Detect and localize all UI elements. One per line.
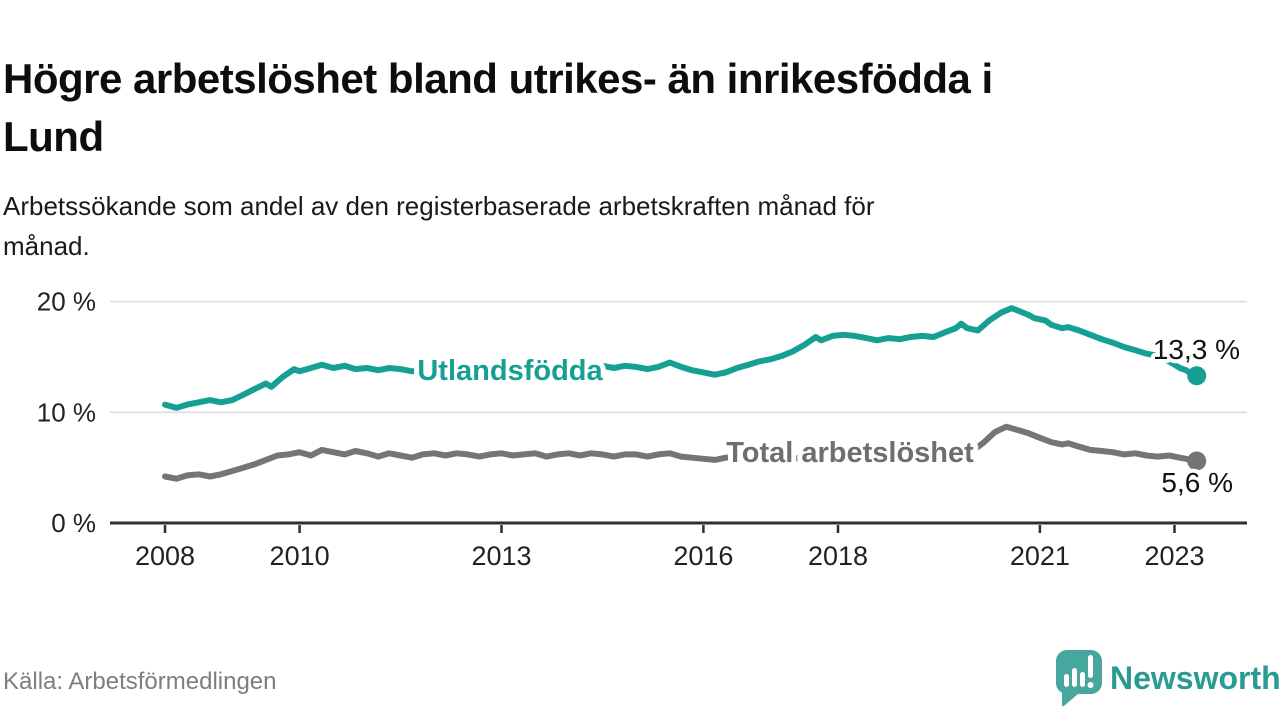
series-label-total: Total arbetslöshet: [726, 437, 974, 469]
newsworthy-logo: Newsworthy: [1048, 642, 1280, 708]
page-title: Högre arbetslöshet bland utrikes- än inr…: [3, 50, 1243, 166]
newsworthy-logo-text: Newsworthy: [1110, 660, 1280, 696]
series-line-total: [162, 423, 1200, 482]
series-label-utlandsfodda: Utlandsfödda: [417, 355, 603, 387]
end-value-label-total: 5,6 %: [1161, 467, 1233, 498]
y-tick-label: 10 %: [37, 397, 96, 427]
x-tick-label: 2010: [270, 541, 330, 571]
series-line-utlandsfodda: [162, 305, 1200, 411]
newsworthy-logo-icon: [1056, 650, 1102, 707]
x-tick-label: 2016: [673, 541, 733, 571]
chart-subtitle-line-1: Arbetssökande som andel av den registerb…: [3, 191, 875, 221]
end-value-label-utlandsfodda: 13,3 %: [1153, 334, 1240, 365]
chart-subtitle: Arbetssökande som andel av den registerb…: [3, 186, 1203, 266]
unemployment-line-chart: 0 % 10 % 20 % 2008 2010 2013 2016 2018 2021 2023 U…: [37, 287, 1247, 571]
chart-subtitle-line-2: månad.: [3, 231, 90, 261]
page-title-line-2: Lund: [3, 113, 104, 161]
x-tick-label: 2013: [471, 541, 531, 571]
source-note: Källa: Arbetsförmedlingen: [3, 668, 277, 695]
x-tick-label: 2023: [1144, 541, 1204, 571]
x-tick-label: 2008: [135, 541, 195, 571]
series-end-dot-utlandsfodda: [1187, 366, 1207, 386]
y-tick-label: 20 %: [37, 287, 96, 317]
x-tick-label: 2018: [808, 541, 868, 571]
y-tick-label: 0 %: [51, 508, 96, 538]
x-tick-label: 2021: [1010, 541, 1070, 571]
page-title-line-1: Högre arbetslöshet bland utrikes- än inr…: [3, 55, 993, 103]
series-end-dot-total: [1187, 451, 1207, 471]
